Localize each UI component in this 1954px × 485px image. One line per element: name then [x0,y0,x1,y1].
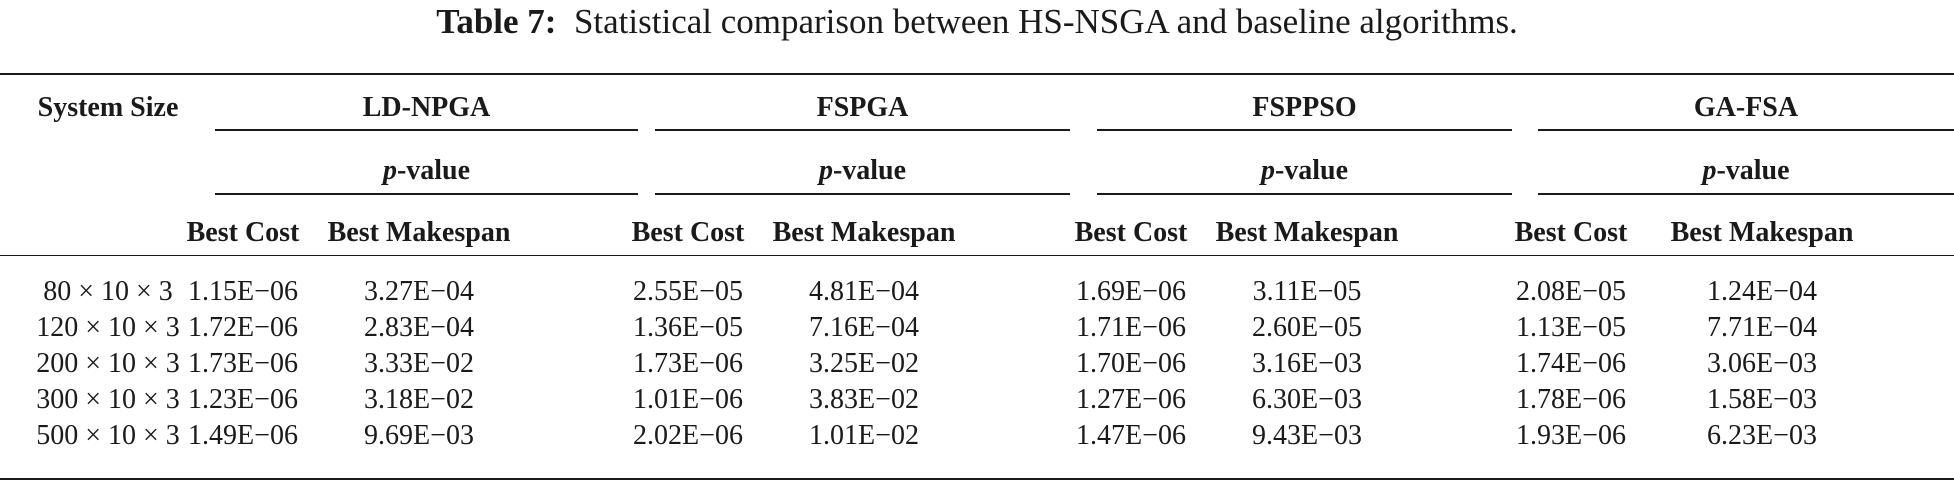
table-cell-system-size: 500 × 10 × 3 [36,420,180,451]
table-cell-system-size: 80 × 10 × 3 [43,276,173,307]
table-cell-p-value: 2.55E−05 [633,276,743,307]
column-header-p-value: p-value [819,154,906,188]
bottom-rule [0,478,1954,480]
table-cell-p-value: 2.02E−06 [633,420,743,451]
table-cell-p-value: 1.71E−06 [1076,312,1186,343]
table-cell-p-value: 3.33E−02 [364,348,474,379]
group-rule [1538,129,1954,131]
column-header-metric: Best Makespan [1670,217,1854,248]
table-caption: Table 7: Statistical comparison between … [0,0,1954,48]
table-cell-p-value: 1.78E−06 [1516,384,1626,415]
table-cell-p-value: 2.60E−05 [1252,312,1362,343]
caption-label: Table 7: [436,2,557,41]
p-value-suffix: -value [832,155,907,186]
table-cell-p-value: 1.49E−06 [188,420,298,451]
table-cell-p-value: 2.83E−04 [364,312,474,343]
table-cell-p-value: 9.43E−03 [1252,420,1362,451]
table-cell-system-size: 120 × 10 × 3 [36,312,180,343]
table-cell-p-value: 1.47E−06 [1076,420,1186,451]
column-header-algorithm: FSPPSO [1252,92,1357,123]
p-value-suffix: -value [1274,155,1349,186]
table-cell-p-value: 3.25E−02 [809,348,919,379]
table-cell-p-value: 1.36E−05 [633,312,743,343]
p-value-suffix: -value [396,155,471,186]
table-cell-p-value: 2.08E−05 [1516,276,1626,307]
table-cell-p-value: 1.01E−06 [633,384,743,415]
table-cell-p-value: 6.23E−03 [1707,420,1817,451]
caption-text: Statistical comparison between HS-NSGA a… [573,2,1518,41]
table-cell-p-value: 1.93E−06 [1516,420,1626,451]
column-header-p-value: p-value [1702,154,1789,188]
table-cell-p-value: 6.30E−03 [1252,384,1362,415]
p-value-rule [655,193,1070,195]
column-header-algorithm: LD-NPGA [362,92,491,123]
column-header-system-size: System Size [37,92,179,123]
top-rule [0,73,1954,75]
p-value-suffix: -value [1716,155,1790,186]
table-cell-p-value: 1.27E−06 [1076,384,1186,415]
table-cell-p-value: 3.11E−05 [1252,276,1362,307]
p-value-italic: p [818,155,833,186]
table-cell-p-value: 4.81E−04 [809,276,919,307]
column-header-metric: Best Makespan [1215,217,1399,248]
column-header-metric: Best Cost [186,217,300,248]
header-bottom-rule [0,255,1954,256]
table-cell-p-value: 3.06E−03 [1707,348,1817,379]
column-header-p-value: p-value [383,154,470,188]
table-cell-p-value: 1.15E−06 [188,276,298,307]
column-header-metric: Best Cost [1074,217,1188,248]
table-cell-p-value: 1.74E−06 [1516,348,1626,379]
table-cell-p-value: 3.16E−03 [1252,348,1362,379]
column-header-p-value: p-value [1261,154,1348,188]
table-cell-p-value: 1.70E−06 [1076,348,1186,379]
table-cell-p-value: 1.01E−02 [809,420,919,451]
p-value-rule [1538,193,1954,195]
table-cell-p-value: 3.83E−02 [809,384,919,415]
p-value-italic: p [1702,155,1717,186]
column-header-metric: Best Cost [631,217,745,248]
p-value-italic: p [382,155,397,186]
table-cell-p-value: 7.71E−04 [1707,312,1817,343]
column-header-algorithm: GA-FSA [1693,92,1799,123]
table-cell-p-value: 1.72E−06 [188,312,298,343]
table-cell-p-value: 3.18E−02 [364,384,474,415]
table-cell-p-value: 3.27E−04 [364,276,474,307]
p-value-italic: p [1260,155,1275,186]
table-cell-p-value: 1.24E−04 [1707,276,1817,307]
table-cell-system-size: 300 × 10 × 3 [36,384,180,415]
table-cell-p-value: 1.73E−06 [188,348,298,379]
table-cell-p-value: 1.73E−06 [633,348,743,379]
table-cell-system-size: 200 × 10 × 3 [36,348,180,379]
table-cell-p-value: 7.16E−04 [809,312,919,343]
column-header-metric: Best Makespan [327,217,511,248]
group-rule [1097,129,1512,131]
table-cell-p-value: 1.13E−05 [1516,312,1626,343]
group-rule [655,129,1070,131]
table-cell-p-value: 1.23E−06 [188,384,298,415]
column-header-algorithm: FSPGA [816,92,909,123]
p-value-rule [215,193,638,195]
column-header-metric: Best Cost [1514,217,1628,248]
table-cell-p-value: 1.58E−03 [1707,384,1817,415]
table-cell-p-value: 1.69E−06 [1076,276,1186,307]
column-header-metric: Best Makespan [772,217,956,248]
table-cell-p-value: 9.69E−03 [364,420,474,451]
p-value-rule [1097,193,1512,195]
group-rule [215,129,638,131]
